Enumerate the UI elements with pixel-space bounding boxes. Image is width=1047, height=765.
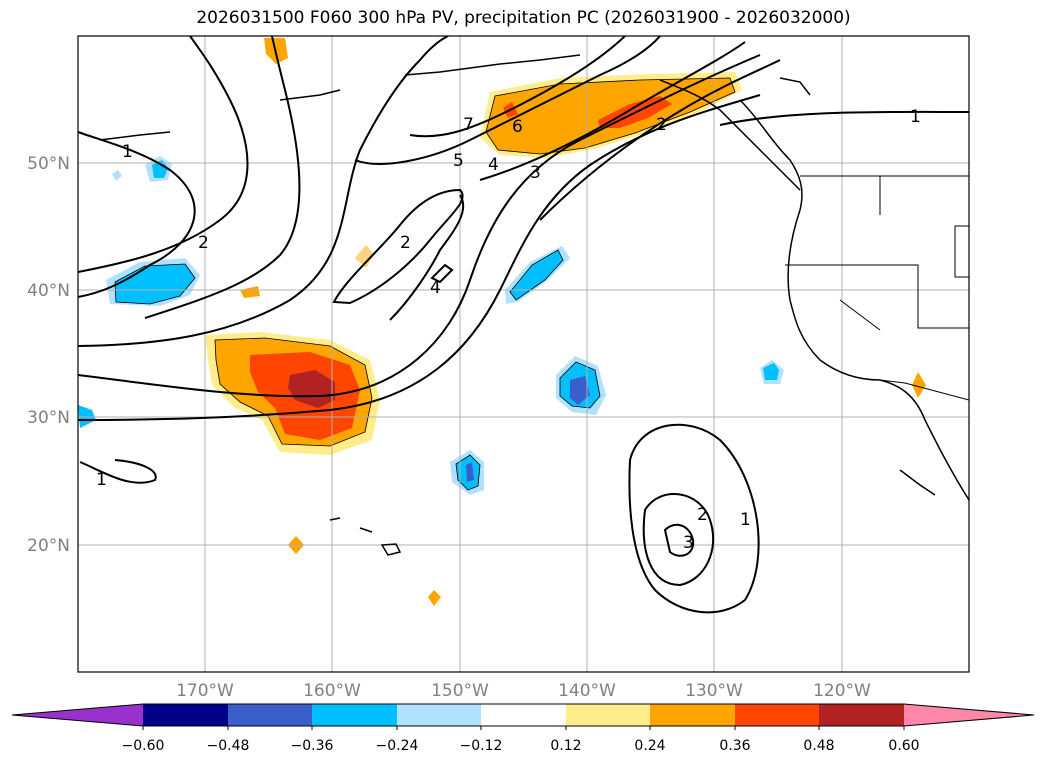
contour-label: 1 <box>910 107 921 127</box>
contour-label: 2 <box>656 115 667 135</box>
lat-label: 30°N <box>27 408 70 428</box>
colorbar-tick-label: 0.60 <box>888 738 919 754</box>
contour-label: 6 <box>512 117 523 137</box>
contour-labels: 1 1 1 1 2 2 2 2 3 3 4 4 5 6 7 <box>96 107 921 553</box>
colorbar-labels: −0.60 −0.48 −0.36 −0.24 −0.12 0.12 0.24 … <box>122 738 920 754</box>
contour-label: 4 <box>488 155 499 175</box>
contour-label: 1 <box>96 470 107 490</box>
lon-label: 150°W <box>431 681 489 701</box>
contour-label: 1 <box>122 142 133 162</box>
colorbar-tick-label: −0.36 <box>291 738 334 754</box>
borders <box>785 175 969 401</box>
colorbar-tick-label: −0.24 <box>376 738 419 754</box>
latitude-labels: 50°N 40°N 30°N 20°N <box>27 154 70 556</box>
contour-label: 4 <box>430 278 441 298</box>
contour-label: 5 <box>453 151 464 171</box>
map-border <box>77 35 970 673</box>
contour-label: 2 <box>198 233 209 253</box>
colorbar-segment <box>650 704 735 726</box>
colorbar-ticks <box>142 726 905 730</box>
colorbar-tick-label: 0.24 <box>634 738 665 754</box>
lon-label: 130°W <box>685 681 743 701</box>
contour-label: 2 <box>400 233 411 253</box>
graticule <box>78 36 969 672</box>
colorbar-segment <box>312 704 397 726</box>
lat-label: 40°N <box>27 281 70 301</box>
lon-label: 170°W <box>176 681 234 701</box>
contour-label: 1 <box>740 510 751 530</box>
colorbar-tick-label: 0.12 <box>550 738 581 754</box>
map-title: 2026031500 F060 300 hPa PV, precipitatio… <box>196 8 851 28</box>
colorbar-segment <box>397 704 481 726</box>
colorbar-tick-label: 0.48 <box>803 738 834 754</box>
colorbar: −0.60 −0.48 −0.36 −0.24 −0.12 0.12 0.24 … <box>11 703 1035 754</box>
lat-label: 20°N <box>27 536 70 556</box>
colorbar-extend-high <box>904 704 1034 726</box>
colorbar-segment <box>735 704 819 726</box>
colorbar-tick-label: 0.36 <box>719 738 750 754</box>
colorbar-tick-label: −0.12 <box>460 738 503 754</box>
lon-label: 120°W <box>813 681 871 701</box>
contour-label: 3 <box>530 163 541 183</box>
lon-label: 140°W <box>558 681 616 701</box>
colorbar-segment <box>819 704 904 726</box>
colorbar-segment <box>143 704 228 726</box>
colorbar-segment <box>481 704 566 726</box>
contour-label: 3 <box>683 533 694 553</box>
lon-label: 160°W <box>303 681 361 701</box>
colorbar-tick-label: −0.48 <box>207 738 250 754</box>
contour-label: 7 <box>463 115 474 135</box>
colorbar-extend-low <box>12 704 143 726</box>
colorbar-segment <box>228 704 312 726</box>
longitude-labels: 170°W 160°W 150°W 140°W 130°W 120°W <box>176 681 871 701</box>
lat-label: 50°N <box>27 154 70 174</box>
coastlines <box>99 54 969 556</box>
contour-label: 2 <box>697 505 708 525</box>
pv-contours <box>78 36 969 614</box>
colorbar-segment <box>566 704 650 726</box>
colorbar-tick-label: −0.60 <box>122 738 165 754</box>
